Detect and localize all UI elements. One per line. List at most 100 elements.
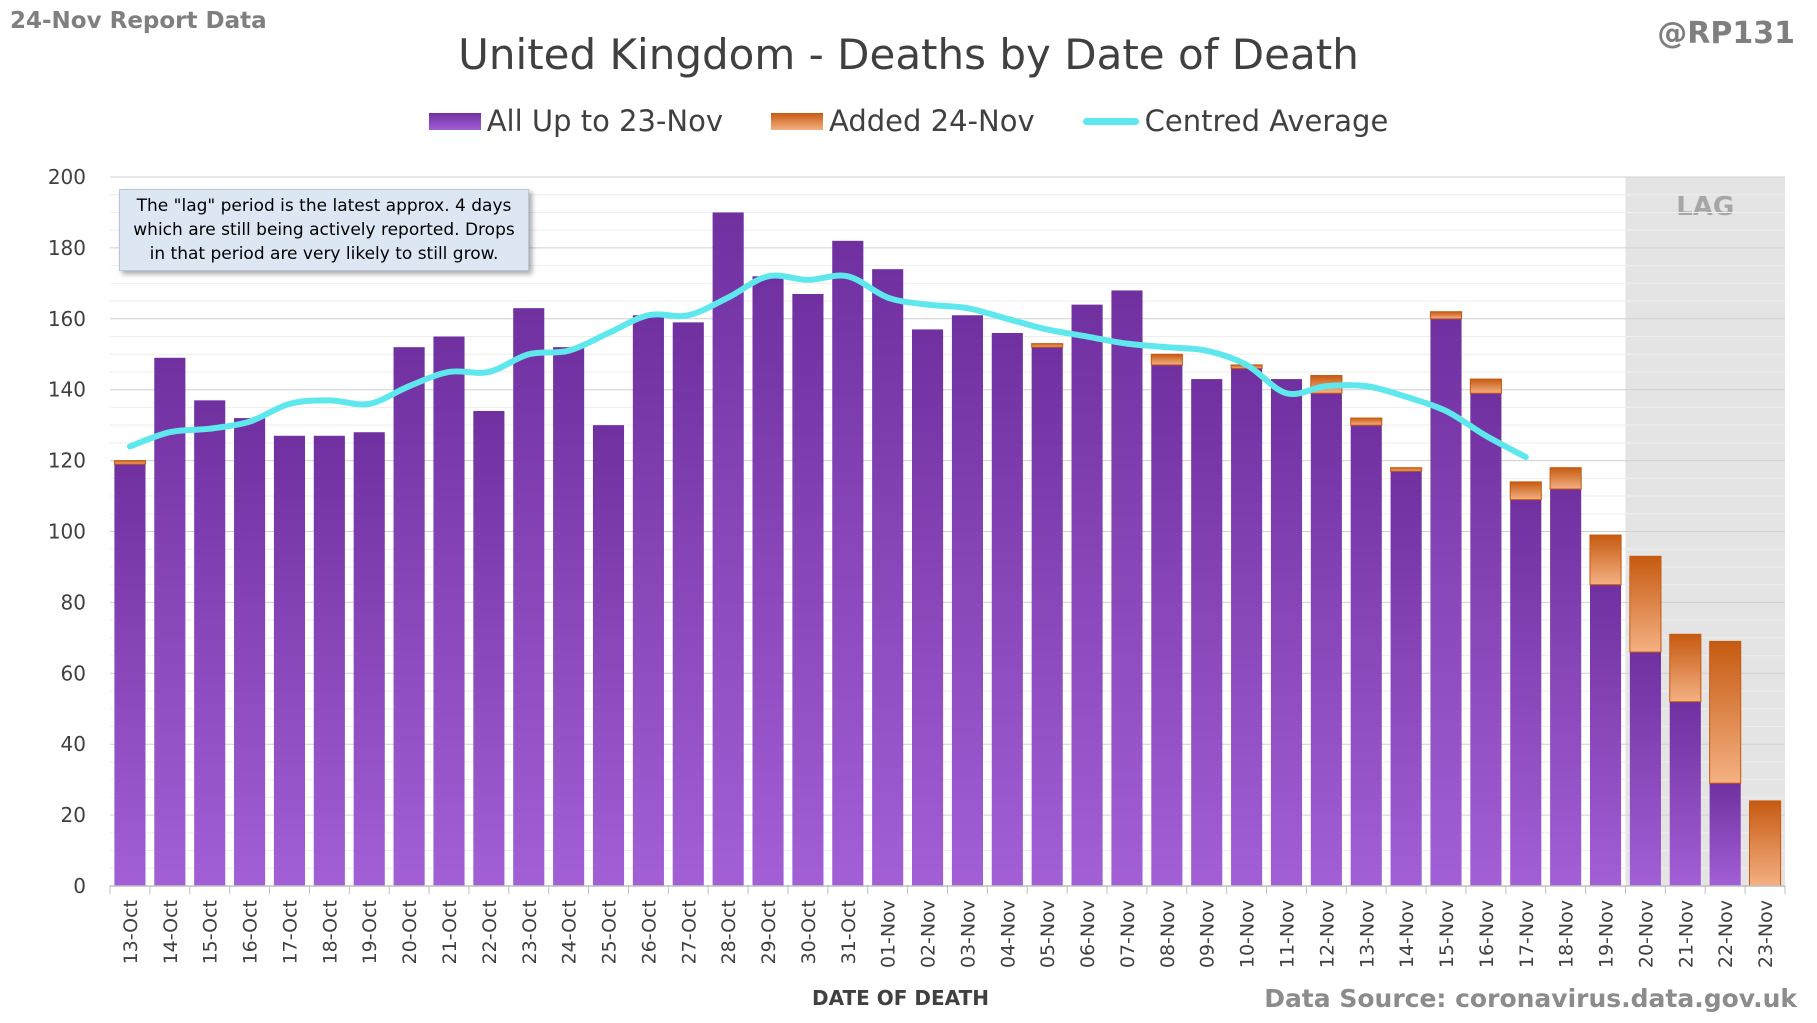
x-tick-label: 15-Oct bbox=[200, 900, 222, 964]
bar-added-24-nov bbox=[1749, 800, 1782, 887]
bar-added-24-nov bbox=[1469, 378, 1502, 394]
bar-added-24-nov bbox=[1709, 640, 1742, 784]
y-tick-label: 140 bbox=[48, 378, 86, 402]
bar-added-24-nov bbox=[1429, 311, 1463, 320]
x-tick-label: 13-Nov bbox=[1356, 900, 1378, 968]
x-tick-label: 04-Nov bbox=[997, 900, 1019, 968]
legend-swatch-average bbox=[1082, 117, 1139, 125]
bar-all-up-to-23-nov bbox=[234, 418, 266, 886]
bar-all-up-to-23-nov bbox=[433, 336, 465, 886]
bar-all-up-to-23-nov bbox=[592, 425, 625, 886]
x-tick-label: 08-Nov bbox=[1157, 900, 1179, 968]
y-tick-label: 20 bbox=[61, 803, 86, 827]
author-handle: @RP131 bbox=[1657, 16, 1795, 51]
bar-all-up-to-23-nov bbox=[1071, 304, 1103, 886]
bar-all-up-to-23-nov bbox=[353, 432, 385, 886]
bar-all-up-to-23-nov bbox=[513, 308, 545, 886]
x-tick-label: 14-Nov bbox=[1396, 900, 1418, 968]
bar-all-up-to-23-nov bbox=[951, 315, 983, 886]
x-tick-label: 11-Nov bbox=[1276, 900, 1298, 968]
x-tick-label: 25-Oct bbox=[599, 900, 621, 964]
x-tick-label: 16-Nov bbox=[1476, 900, 1498, 968]
x-tick-label: 24-Oct bbox=[559, 900, 581, 964]
bar-all-up-to-23-nov bbox=[1310, 393, 1342, 886]
report-label: 24-Nov Report Data bbox=[10, 8, 267, 34]
legend-swatch-base bbox=[428, 112, 481, 130]
bar-added-24-nov bbox=[1350, 417, 1383, 426]
x-tick-label: 01-Nov bbox=[878, 900, 900, 968]
bar-all-up-to-23-nov bbox=[273, 435, 306, 886]
x-tick-label: 13-Oct bbox=[120, 900, 142, 964]
legend-item-added: Added 24-Nov bbox=[771, 104, 1035, 138]
bar-all-up-to-23-nov bbox=[393, 347, 425, 886]
x-tick-label: 26-Oct bbox=[638, 900, 660, 964]
y-tick-label: 80 bbox=[61, 590, 86, 614]
legend-label-base: All Up to 23-Nov bbox=[486, 104, 724, 138]
lag-label: LAG bbox=[1676, 192, 1734, 222]
bar-all-up-to-23-nov bbox=[313, 435, 345, 886]
x-tick-label: 21-Oct bbox=[439, 900, 461, 964]
data-source: Data Source: coronavirus.data.gov.uk bbox=[1264, 984, 1797, 1013]
x-tick-label: 21-Nov bbox=[1675, 900, 1697, 968]
bar-all-up-to-23-nov bbox=[154, 357, 186, 886]
x-tick-label: 03-Nov bbox=[957, 900, 979, 968]
bar-added-24-nov bbox=[1549, 467, 1582, 490]
x-tick-label: 10-Nov bbox=[1237, 900, 1259, 968]
x-tick-label: 16-Oct bbox=[240, 900, 262, 964]
chart-legend: All Up to 23-Nov Added 24-Nov Centred Av… bbox=[0, 104, 1817, 138]
bar-all-up-to-23-nov bbox=[872, 269, 904, 886]
bar-all-up-to-23-nov bbox=[1510, 499, 1542, 886]
x-tick-label: 19-Oct bbox=[359, 900, 381, 964]
bar-all-up-to-23-nov bbox=[1231, 368, 1263, 886]
x-tick-label: 18-Nov bbox=[1556, 900, 1578, 968]
x-tick-label: 27-Oct bbox=[678, 900, 700, 964]
x-tick-label: 22-Nov bbox=[1715, 900, 1737, 968]
bar-all-up-to-23-nov bbox=[792, 293, 824, 886]
bar-added-24-nov bbox=[1589, 534, 1622, 586]
x-tick-label: 22-Oct bbox=[479, 900, 501, 964]
x-tick-label: 23-Nov bbox=[1755, 900, 1777, 968]
bar-added-24-nov bbox=[113, 460, 146, 465]
x-tick-label: 05-Nov bbox=[1037, 900, 1059, 968]
centred-average-line bbox=[126, 272, 1529, 461]
bar-all-up-to-23-nov bbox=[1390, 471, 1422, 886]
x-tick-label: 12-Nov bbox=[1316, 900, 1338, 968]
x-tick-label: 17-Nov bbox=[1516, 900, 1538, 968]
bar-all-up-to-23-nov bbox=[1709, 783, 1741, 886]
y-tick-label: 120 bbox=[48, 449, 86, 473]
bar-all-up-to-23-nov bbox=[1031, 347, 1063, 886]
bar-all-up-to-23-nov bbox=[473, 410, 505, 886]
bar-all-up-to-23-nov bbox=[553, 347, 585, 886]
y-tick-label: 40 bbox=[61, 732, 86, 756]
bar-all-up-to-23-nov bbox=[752, 276, 784, 886]
x-tick-label: 30-Oct bbox=[798, 900, 820, 964]
bar-all-up-to-23-nov bbox=[194, 400, 226, 886]
x-axis-title: DATE OF DEATH bbox=[812, 986, 989, 1010]
legend-swatch-added bbox=[771, 112, 824, 130]
bar-all-up-to-23-nov bbox=[1270, 379, 1303, 886]
bar-all-up-to-23-nov bbox=[1589, 584, 1622, 886]
x-tick-label: 17-Oct bbox=[279, 900, 301, 964]
x-tick-label: 09-Nov bbox=[1197, 900, 1219, 968]
lag-note-line-3: in that period are very likely to still … bbox=[149, 244, 499, 264]
x-tick-label: 18-Oct bbox=[319, 900, 341, 964]
bar-all-up-to-23-nov bbox=[832, 240, 864, 886]
bar-all-up-to-23-nov bbox=[1669, 701, 1701, 886]
y-tick-label: 0 bbox=[73, 874, 86, 898]
bar-all-up-to-23-nov bbox=[991, 332, 1023, 887]
bar-all-up-to-23-nov bbox=[1111, 290, 1143, 886]
x-tick-label: 19-Nov bbox=[1596, 900, 1618, 968]
legend-label-average: Centred Average bbox=[1144, 104, 1389, 138]
y-tick-label: 160 bbox=[48, 307, 86, 331]
bar-all-up-to-23-nov bbox=[712, 212, 744, 886]
lag-note-line-1: The "lag" period is the latest approx. 4… bbox=[136, 196, 512, 216]
x-tick-label: 28-Oct bbox=[718, 900, 740, 964]
bar-all-up-to-23-nov bbox=[632, 315, 664, 886]
bar-all-up-to-23-nov bbox=[912, 329, 944, 886]
chart-title: United Kingdom - Deaths by Date of Death bbox=[458, 30, 1359, 79]
x-tick-label: 07-Nov bbox=[1117, 900, 1139, 968]
bar-all-up-to-23-nov bbox=[1629, 652, 1661, 886]
bar-added-24-nov bbox=[1629, 555, 1662, 653]
